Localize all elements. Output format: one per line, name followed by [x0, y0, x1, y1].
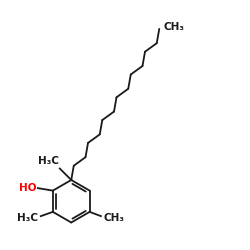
Text: CH₃: CH₃: [164, 22, 185, 32]
Text: HO: HO: [19, 183, 36, 193]
Text: H₃C: H₃C: [17, 213, 38, 223]
Text: CH₃: CH₃: [104, 213, 124, 223]
Text: H₃C: H₃C: [38, 156, 58, 166]
